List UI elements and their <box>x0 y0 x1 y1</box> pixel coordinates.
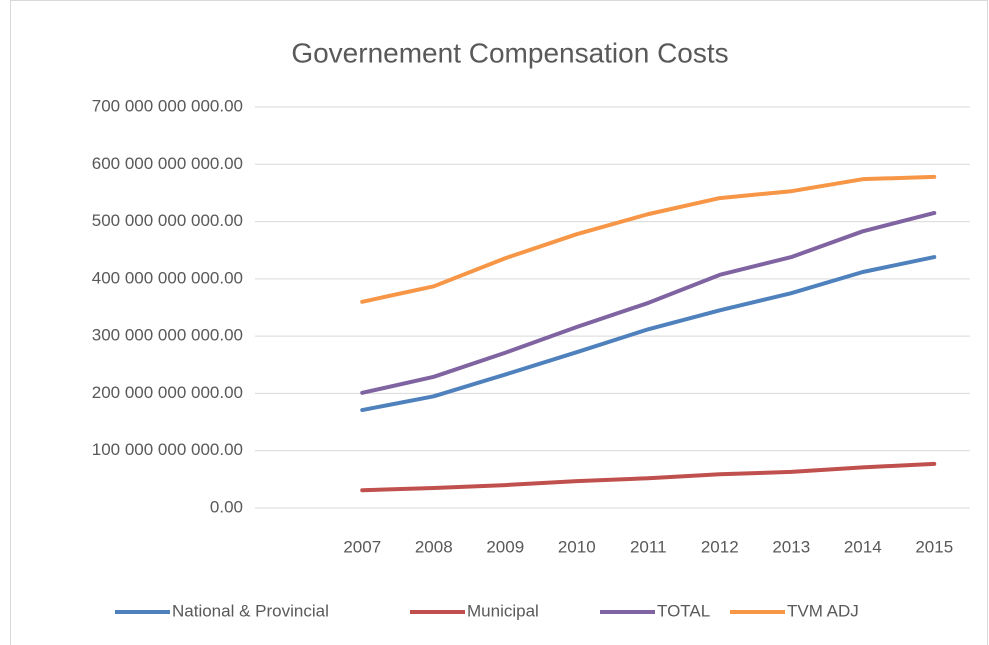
y-tick-label: 100 000 000 000.00 <box>92 440 243 459</box>
legend-label: Municipal <box>467 601 539 620</box>
legend-label: TVM ADJ <box>787 601 859 620</box>
x-tick-label: 2008 <box>415 537 453 556</box>
x-tick-label: 2011 <box>630 537 667 556</box>
chart-title: Governement Compensation Costs <box>291 37 728 68</box>
legend-label: TOTAL <box>657 601 710 620</box>
y-tick-label: 500 000 000 000.00 <box>92 211 243 230</box>
x-tick-label: 2013 <box>772 537 810 556</box>
y-tick-label: 200 000 000 000.00 <box>92 383 243 402</box>
x-tick-label: 2009 <box>486 537 524 556</box>
y-tick-label: 700 000 000 000.00 <box>92 96 243 115</box>
line-series <box>360 210 937 395</box>
chart-frame <box>10 0 988 645</box>
line-series <box>360 255 937 413</box>
line-series <box>360 461 937 493</box>
line-series <box>360 174 937 304</box>
x-tick-label: 2012 <box>701 537 739 556</box>
y-tick-label: 600 000 000 000.00 <box>92 154 243 173</box>
y-tick-label: 400 000 000 000.00 <box>92 268 243 287</box>
x-tick-label: 2007 <box>343 537 381 556</box>
legend-label: National & Provincial <box>172 601 329 620</box>
x-tick-label: 2010 <box>558 537 596 556</box>
x-tick-label: 2014 <box>844 537 882 556</box>
y-tick-label: 0.00 <box>210 497 243 516</box>
y-tick-label: 300 000 000 000.00 <box>92 326 243 345</box>
x-tick-label: 2015 <box>915 537 953 556</box>
